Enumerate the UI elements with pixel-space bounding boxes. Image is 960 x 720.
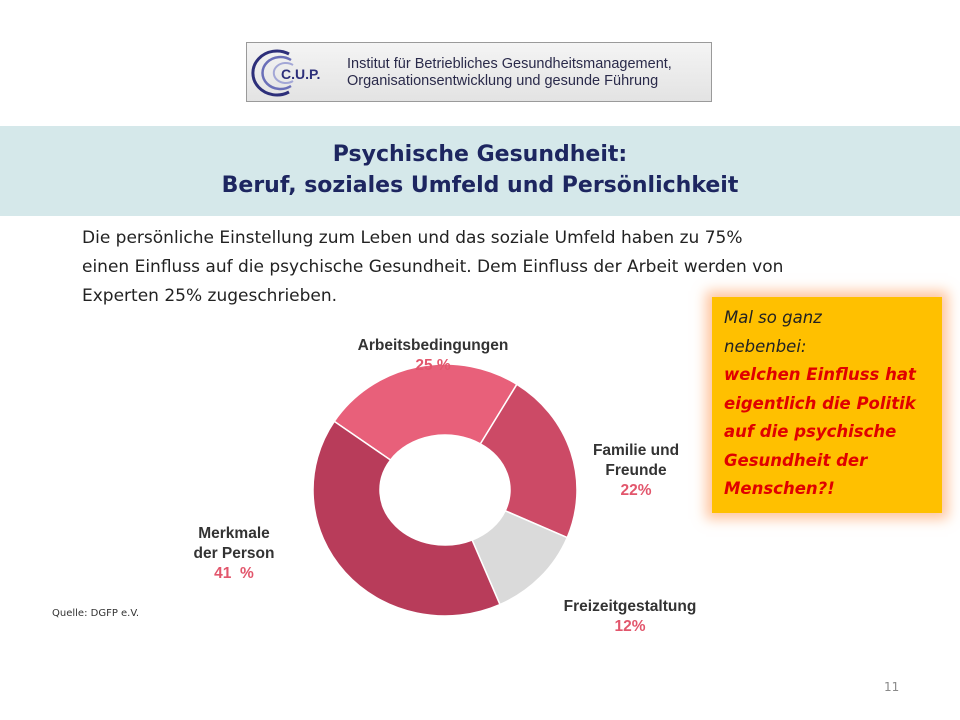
- title-line-1: Psychische Gesundheit:: [332, 142, 628, 167]
- intro-line-1: Die persönliche Einstellung zum Leben un…: [82, 228, 743, 248]
- value-familie-und-freunde: 22%: [620, 482, 651, 499]
- logo: C.U.P. Institut für Betriebliches Gesund…: [246, 42, 712, 102]
- value-arbeitsbedingungen: 25 %: [415, 357, 451, 374]
- slice-arbeitsbedingungen: [333, 363, 518, 462]
- callout-line-4: eigentlich die Politik: [724, 393, 916, 413]
- slice-merkmale-der-person: [312, 420, 501, 617]
- intro-line-3: Experten 25% zugeschrieben.: [82, 286, 338, 306]
- label-merkmale-der-person-line-2: der Person: [194, 545, 275, 562]
- chart-slices: [312, 363, 578, 617]
- logo-line-2: Organisationsentwicklung und gesunde Füh…: [347, 73, 659, 89]
- callout-line-3: welchen Einfluss hat: [724, 365, 916, 384]
- callout-line-6: Gesundheit der: [724, 450, 868, 470]
- callout-line-5: auf die psychische: [724, 422, 897, 441]
- callout-line-7: Menschen?!: [724, 479, 835, 498]
- intro-line-2: einen Einfluss auf die psychische Gesund…: [82, 257, 784, 277]
- cup-logo-icon: C.U.P.: [251, 49, 320, 97]
- value-merkmale-der-person: 41 %: [214, 565, 254, 582]
- donut-chart: Arbeitsbedingungen 25 % Familie und Freunde…: [194, 337, 697, 635]
- callout-line-2: nebenbei:: [724, 336, 807, 356]
- page-title: Psychische Gesundheit: Beruf, soziales U…: [0, 139, 960, 201]
- logo-brand: C.U.P.: [281, 66, 320, 82]
- slice-familie-und-freunde: [479, 383, 578, 539]
- intro-text: Die persönliche Einstellung zum Leben un…: [82, 224, 922, 311]
- label-merkmale-der-person-line-1: Merkmale: [198, 525, 270, 542]
- chart-labels: Arbeitsbedingungen 25 % Familie und Freunde…: [194, 337, 697, 635]
- title-band: [0, 126, 960, 216]
- page-number: 11: [884, 680, 900, 694]
- label-familie-und-freunde-line-2: Freunde: [605, 462, 667, 479]
- title-line-2: Beruf, soziales Umfeld und Persönlichkei…: [221, 173, 739, 198]
- label-familie-und-freunde-line-1: Familie und: [593, 442, 679, 459]
- callout-line-1: Mal so ganz: [724, 308, 822, 327]
- source-note: Quelle: DGFP e.V.: [52, 608, 140, 619]
- label-arbeitsbedingungen-line-1: Arbeitsbedingungen: [358, 337, 509, 354]
- value-freizeitgestaltung: 12%: [614, 618, 645, 635]
- logo-text: Institut für Betriebliches Gesundheitsma…: [347, 56, 672, 90]
- logo-line-1: Institut für Betriebliches Gesundheitsma…: [347, 56, 672, 72]
- callout-box: Mal so ganz nebenbei: welchen Einfluss h…: [712, 297, 942, 513]
- label-freizeitgestaltung-line-1: Freizeitgestaltung: [564, 598, 697, 615]
